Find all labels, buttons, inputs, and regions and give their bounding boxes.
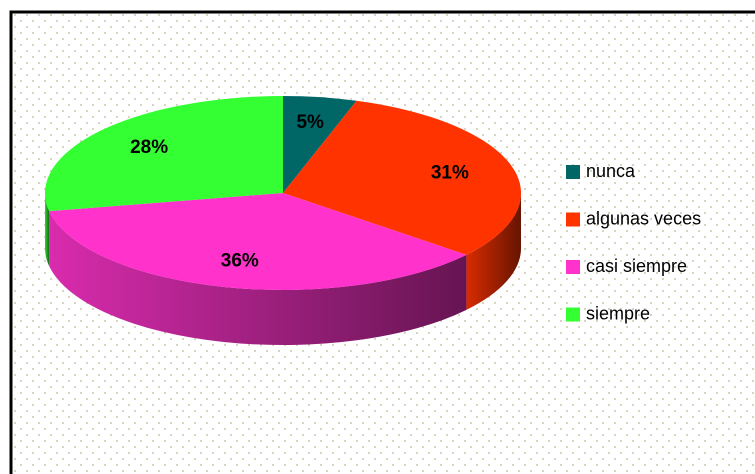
pie-slice: [44, 96, 284, 212]
pie-side-shade: [49, 211, 467, 345]
data-label: 36%: [221, 251, 259, 272]
legend-swatch: [566, 165, 580, 179]
data-label: 31%: [431, 162, 469, 183]
pie-slice: [283, 100, 521, 255]
legend-label: nunca: [586, 161, 636, 181]
legend-label: siempre: [586, 303, 650, 323]
pie-side-shade: [45, 193, 50, 267]
legend-swatch: [566, 307, 580, 322]
legend-label: algunas veces: [586, 208, 701, 228]
pie-slice: [283, 96, 357, 193]
pie-slice: [49, 193, 467, 290]
data-label: 28%: [130, 137, 168, 158]
legend-swatch: [566, 260, 580, 274]
data-label: 5%: [296, 112, 324, 133]
legend-swatch: [566, 212, 580, 227]
legend-label: casi siempre: [586, 256, 687, 276]
pie-side-shade: [466, 193, 521, 310]
